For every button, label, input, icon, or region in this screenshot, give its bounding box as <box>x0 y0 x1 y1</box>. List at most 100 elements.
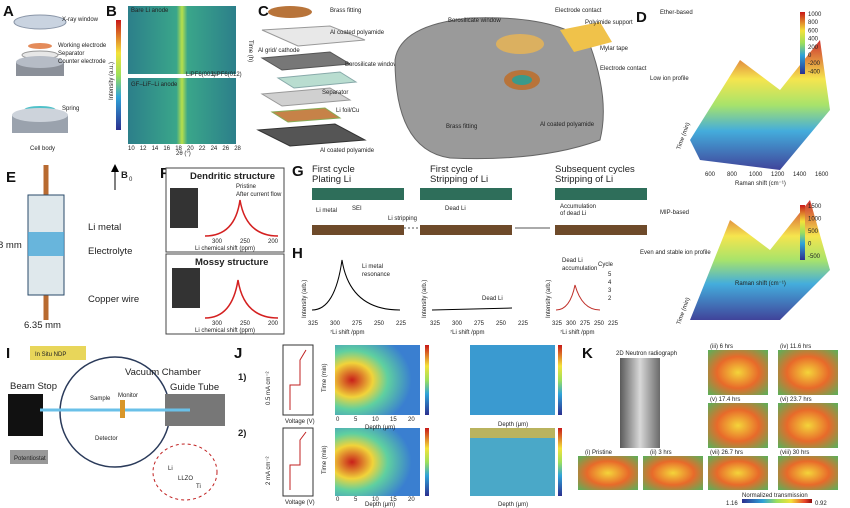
tick-labels: 300 250 200 <box>212 239 279 245</box>
label: Li <box>168 466 173 472</box>
label: Dead Li <box>445 206 466 212</box>
label: Brass fitting <box>446 124 477 130</box>
label: Dead Li <box>482 296 503 302</box>
axis-label: 0.5 mA cm⁻² <box>266 371 272 405</box>
tick-labels: 10 12 14 16 18 20 22 24 26 28 <box>128 146 242 152</box>
tick-label: 15 <box>390 497 397 503</box>
label: Sample <box>90 396 111 402</box>
label: Working electrode <box>58 43 107 49</box>
tick-label: 0 <box>336 497 340 503</box>
tick-label: 28 <box>234 146 241 152</box>
axis-label: ⁷Li shift /ppm <box>450 329 485 336</box>
tick-label: -200 <box>808 61 821 67</box>
axis-label: Depth (μm) <box>365 425 395 431</box>
label: 6.35 mm <box>24 320 61 331</box>
tick-labels: 300 250 200 <box>212 321 279 327</box>
axis-label: Intensity (arb.) <box>302 280 308 318</box>
axis-label: Raman shift (cm⁻¹) <box>735 281 786 287</box>
tick-label: 200 <box>268 239 279 245</box>
tick-label: 600 <box>808 28 819 34</box>
tick-labels: 325 300 275 250 225 <box>308 321 407 327</box>
tick-label: 200 <box>808 45 819 51</box>
label: Ether-based <box>660 10 693 16</box>
tick-label: 24 <box>211 146 218 152</box>
tick-label: 300 <box>212 239 223 245</box>
tick-label: -500 <box>808 254 821 260</box>
tick-labels: 0 5 10 15 20 <box>336 497 415 503</box>
tick-label: 300 <box>566 321 577 327</box>
tick-label: 15 <box>390 417 397 423</box>
label: Borosilicate window <box>448 18 501 24</box>
label: Li metal <box>88 222 121 233</box>
tick-label: 4 <box>608 280 612 286</box>
label: Copper wire <box>88 294 139 305</box>
label: LLZO <box>178 476 193 482</box>
label: Li metal <box>362 264 383 270</box>
tick-label: 325 <box>308 321 319 327</box>
axis-label: Time (min) <box>322 364 328 392</box>
legend: After current flow <box>236 192 282 198</box>
tick-label: 200 <box>268 321 279 327</box>
tick-label: 400 <box>808 37 819 43</box>
label: Low ion profile <box>650 76 689 82</box>
label: Mylar tape <box>600 46 629 52</box>
panel-k: K 2D Neutron radiograph (iii) 6 hrs (iv)… <box>578 344 838 507</box>
label: Stripping of Li <box>430 174 488 185</box>
label: Al coated polyamide <box>320 148 375 154</box>
tick-label: 1000 <box>749 172 763 178</box>
label: Electrode contact <box>600 66 647 72</box>
panel-c: C Brass fitting Al coated polyamide Al g… <box>256 3 647 160</box>
tick-label: 1600 <box>815 172 829 178</box>
axis-label: Li chemical shift (ppm) <box>195 246 255 252</box>
panel-letter: E <box>6 169 16 186</box>
label: Electrode contact <box>555 8 602 14</box>
label: X-ray window <box>62 17 99 23</box>
label: First cycle <box>430 164 473 175</box>
tick-label: 22 <box>199 146 206 152</box>
label: MIP-based <box>660 210 689 216</box>
label: Stripping of Li <box>555 174 613 185</box>
tick-label: 275 <box>474 321 485 327</box>
axis-label: Time (min) <box>322 446 328 474</box>
label: Accumulation <box>560 204 596 210</box>
panel-letter: H <box>292 245 303 262</box>
tick-label: 325 <box>552 321 563 327</box>
label: accumulation <box>562 266 597 272</box>
label: Li metal <box>316 208 337 214</box>
axis-label: Voltage (V) <box>285 500 315 506</box>
label: In Situ NDP <box>35 352 66 358</box>
panel-i: I In Situ NDP Vacuum Chamber Beam Stop S… <box>6 345 225 501</box>
panel-b: B Bare Li anode GF–LiF–Li anode Intensit… <box>106 3 253 157</box>
tick-labels: 600 800 1000 1200 1400 1600 <box>705 172 829 178</box>
axis-label: ⁷Li shift /ppm <box>330 329 365 336</box>
label: Al coated polyamide <box>330 30 385 36</box>
label: B <box>121 170 128 181</box>
tick-label: 14 <box>152 146 159 152</box>
label: Borosilicate window <box>345 62 398 68</box>
axis-label: Depth (μm) <box>498 422 528 428</box>
tick-label: 325 <box>430 321 441 327</box>
tick-labels: 325 300 275 250 225 <box>430 321 529 327</box>
panel-letter: I <box>6 345 10 362</box>
label: Guide Tube <box>170 382 219 393</box>
tick-label: 1200 <box>771 172 785 178</box>
panel-d: D Ether-based Low ion profile MIP-based … <box>636 9 830 326</box>
axis-label: 2 mA cm⁻² <box>266 456 272 485</box>
tick-label: 20 <box>408 417 415 423</box>
tick-label: 20 <box>408 497 415 503</box>
tick-label: 26 <box>222 146 229 152</box>
tick-label: 2 <box>608 296 612 302</box>
label: Detector <box>95 436 118 442</box>
label: Dead Li <box>562 258 583 264</box>
label: Monitor <box>118 393 138 399</box>
tick-label: 300 <box>212 321 223 327</box>
axis-label: Depth (μm) <box>498 502 528 508</box>
label: (iii) 6 hrs <box>710 344 733 350</box>
tick-label: 225 <box>518 321 529 327</box>
axis-label: Voltage (V) <box>285 419 315 425</box>
label: 0.92 <box>815 501 827 507</box>
tick-label: 0 <box>808 53 812 59</box>
label: resonance <box>362 272 391 278</box>
label: (viii) 30 hrs <box>780 450 809 456</box>
panel-j: J 1) 2) 0.5 mA cm⁻² 2 mA cm⁻² Voltage (V… <box>234 344 562 508</box>
